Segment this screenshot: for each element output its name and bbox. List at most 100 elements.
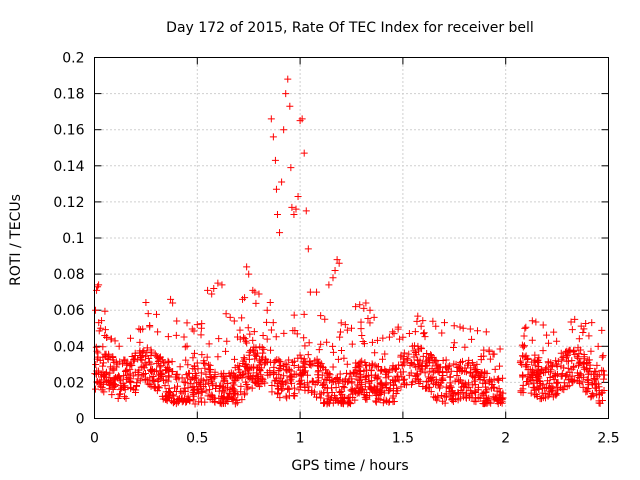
data-point <box>480 368 488 376</box>
data-point <box>444 365 452 373</box>
data-point <box>296 351 304 359</box>
data-point <box>600 371 608 379</box>
data-point <box>288 203 296 211</box>
data-point <box>202 370 210 378</box>
data-point <box>355 360 363 368</box>
data-point <box>348 324 355 332</box>
x-tick-label: 0 <box>90 431 99 447</box>
data-point <box>150 377 158 385</box>
data-point <box>356 363 364 371</box>
data-point <box>142 353 150 361</box>
data-point <box>350 387 358 395</box>
data-point <box>459 324 467 332</box>
data-point <box>267 115 275 123</box>
data-point <box>320 379 328 387</box>
data-point <box>143 344 151 352</box>
data-point <box>144 310 152 318</box>
data-point <box>400 376 408 384</box>
data-point <box>100 372 108 380</box>
data-point <box>534 377 542 385</box>
data-point <box>366 319 374 327</box>
data-point <box>405 350 413 358</box>
data-point <box>553 390 561 398</box>
data-point <box>368 338 376 346</box>
data-point <box>278 178 286 186</box>
data-point <box>275 370 283 378</box>
data-point <box>182 356 190 364</box>
data-point <box>582 319 590 327</box>
data-point <box>343 369 351 377</box>
data-point <box>593 372 601 380</box>
data-point <box>414 312 422 320</box>
data-point <box>545 339 553 347</box>
data-point <box>483 396 491 404</box>
data-point <box>154 328 162 336</box>
data-point <box>441 392 449 400</box>
data-point <box>568 365 576 373</box>
data-point <box>595 383 603 391</box>
data-point <box>131 368 139 376</box>
data-point <box>140 364 148 372</box>
data-point <box>369 361 377 369</box>
data-point <box>130 356 138 364</box>
data-point <box>320 399 328 407</box>
data-point <box>190 327 198 335</box>
data-point <box>374 387 382 395</box>
data-point <box>114 394 122 402</box>
data-point <box>122 394 130 402</box>
data-point <box>114 372 122 380</box>
data-point <box>421 333 429 341</box>
data-point <box>297 354 305 362</box>
data-point <box>193 321 201 329</box>
data-point <box>428 365 436 373</box>
data-point <box>393 372 401 380</box>
data-point <box>397 353 405 361</box>
data-point <box>116 390 124 398</box>
data-point <box>471 387 479 395</box>
data-point <box>532 376 540 384</box>
data-point <box>305 339 313 347</box>
data-point <box>348 340 356 348</box>
data-point <box>423 384 431 392</box>
data-point <box>274 389 282 397</box>
data-point <box>121 367 129 375</box>
data-point <box>280 372 288 380</box>
data-point <box>371 349 379 357</box>
data-point <box>285 356 293 364</box>
data-point <box>116 390 124 398</box>
data-point <box>474 386 482 394</box>
data-point <box>329 342 337 350</box>
data-point <box>280 126 288 134</box>
data-point <box>565 357 573 365</box>
data-point <box>371 384 379 392</box>
data-point <box>97 383 105 391</box>
data-point <box>341 321 349 329</box>
data-point <box>496 362 504 370</box>
data-point <box>293 330 301 338</box>
data-point <box>164 333 172 341</box>
data-point <box>359 337 367 345</box>
data-point <box>276 394 284 402</box>
data-point <box>327 384 335 392</box>
data-point <box>287 164 295 172</box>
data-point <box>209 380 217 388</box>
data-point <box>301 342 309 350</box>
data-point <box>471 377 479 385</box>
data-point <box>372 397 380 405</box>
data-point <box>423 349 431 357</box>
data-point <box>302 207 310 215</box>
data-point <box>358 331 366 339</box>
data-point <box>489 393 497 401</box>
data-point <box>181 388 189 396</box>
data-point <box>343 360 351 368</box>
data-point <box>212 384 220 392</box>
data-point <box>456 323 464 331</box>
data-point <box>466 325 474 333</box>
data-point <box>204 286 212 294</box>
data-point <box>434 392 442 400</box>
data-point <box>245 351 253 359</box>
data-point <box>600 375 608 383</box>
data-point <box>425 359 433 367</box>
data-point <box>552 360 560 368</box>
data-point <box>524 371 532 379</box>
